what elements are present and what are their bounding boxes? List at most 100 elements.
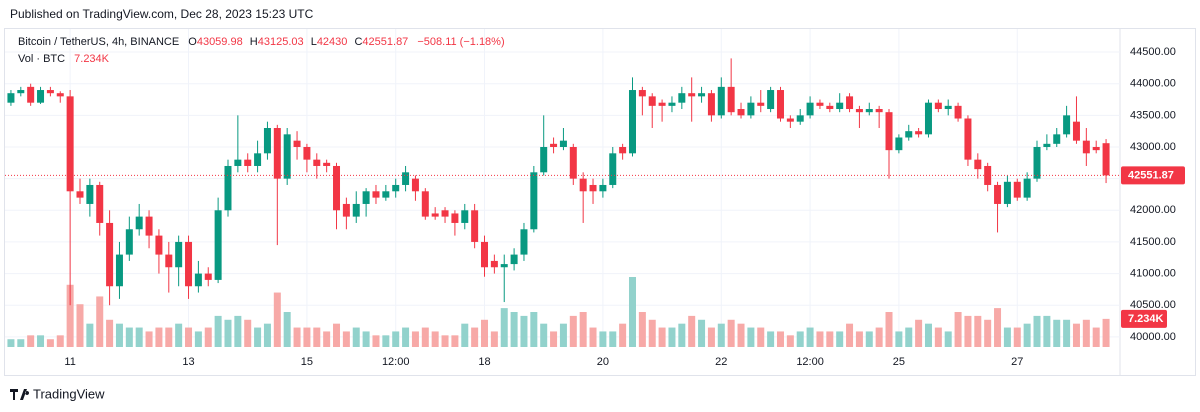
- volume-bar: [836, 331, 844, 347]
- volume-bar: [194, 331, 202, 347]
- candle-body: [668, 102, 676, 106]
- volume-bar: [155, 327, 163, 347]
- volume-bar: [1092, 327, 1100, 347]
- candle-body: [125, 229, 133, 255]
- candle-body: [333, 165, 341, 211]
- y-tick-label: 44000.00: [1130, 78, 1176, 90]
- volume-bar: [1033, 315, 1041, 347]
- candle-body: [698, 93, 706, 97]
- candle-body: [550, 143, 558, 147]
- volume-bar: [688, 315, 696, 347]
- volume-bar: [944, 331, 952, 347]
- volume-bar: [855, 331, 863, 347]
- volume-bar: [1082, 319, 1090, 347]
- candle-body: [1013, 181, 1021, 198]
- volume-bar: [500, 308, 508, 347]
- volume-bar: [342, 331, 350, 347]
- candle-body: [944, 105, 952, 110]
- candle-body: [214, 210, 222, 280]
- candle-body: [194, 273, 202, 287]
- candle-body: [510, 254, 518, 265]
- y-tick-label: 41000.00: [1130, 267, 1176, 279]
- candle-body: [964, 118, 972, 160]
- candle-body: [471, 210, 479, 242]
- candle-body: [688, 93, 696, 97]
- candle-body: [303, 146, 311, 160]
- high-value: 43125.03: [258, 36, 304, 48]
- volume-bar: [293, 327, 301, 347]
- candle-body: [974, 159, 982, 170]
- volume-bar: [1053, 319, 1061, 347]
- candle-body: [638, 90, 646, 97]
- candle-body: [56, 93, 64, 97]
- close-letter: C: [354, 36, 362, 48]
- candle-body: [352, 203, 360, 217]
- volume-bar: [1063, 319, 1071, 347]
- candle-body: [323, 162, 331, 166]
- volume-bar: [994, 308, 1002, 347]
- volume-bar: [17, 339, 25, 347]
- last-price-label: 42551.87: [1128, 169, 1174, 181]
- volume-bar: [638, 312, 646, 347]
- candle-body: [273, 128, 281, 179]
- volume-bar: [352, 327, 360, 347]
- volume-bar: [550, 331, 558, 347]
- volume-bar: [609, 331, 617, 347]
- volume-bar: [37, 335, 45, 347]
- brand-name: TradingView: [33, 386, 105, 401]
- volume-bar: [599, 331, 607, 347]
- candle-body: [115, 254, 123, 287]
- candle-body: [204, 273, 212, 280]
- candle-body: [609, 153, 617, 185]
- candle-body: [293, 140, 301, 147]
- volume-bar: [392, 331, 400, 347]
- y-tick-label: 40500.00: [1130, 299, 1176, 311]
- candle-body: [175, 241, 183, 268]
- volume-bar: [461, 323, 469, 347]
- candle-body: [372, 191, 380, 198]
- volume-bar: [905, 327, 913, 347]
- candle-body: [776, 90, 784, 119]
- volume-bar: [540, 323, 548, 347]
- candle-body: [678, 93, 686, 103]
- candle-body: [628, 90, 636, 154]
- volume-bar: [273, 292, 281, 347]
- candle-body: [836, 102, 844, 110]
- candle-body: [1003, 181, 1011, 204]
- volume-bar: [263, 323, 271, 347]
- volume-bar: [924, 323, 932, 347]
- volume-bar: [707, 327, 715, 347]
- candle-body: [86, 184, 94, 204]
- candle-body: [1072, 121, 1080, 141]
- y-tick-label: 42000.00: [1130, 204, 1176, 216]
- volume-bar: [658, 327, 666, 347]
- volume-bar: [984, 319, 992, 347]
- volume-bar: [165, 327, 173, 347]
- candle-body: [7, 93, 15, 103]
- plot: 40000.00 40500.00 41000.00 41500.00 42000.00…: [5, 29, 1185, 368]
- candle-body: [1043, 143, 1051, 147]
- candle-body: [1023, 178, 1031, 198]
- volume-bar: [648, 319, 656, 347]
- candle-body: [145, 216, 153, 236]
- volume-bar: [776, 331, 784, 347]
- candle-body: [885, 112, 893, 151]
- volume-bar: [678, 323, 686, 347]
- volume-bar: [244, 319, 252, 347]
- volume-layer: [7, 277, 1110, 347]
- volume-bar: [411, 331, 419, 347]
- candle-body: [155, 235, 163, 255]
- candle-body: [747, 102, 755, 116]
- volume-bar: [619, 323, 627, 347]
- x-tick-label: 15: [301, 356, 313, 368]
- candle-body: [1063, 115, 1071, 135]
- volume-bar: [66, 284, 74, 347]
- candle-body: [1082, 140, 1090, 154]
- volume-bar: [303, 327, 311, 347]
- candle-body: [96, 184, 104, 223]
- volume-bar: [579, 312, 587, 347]
- candle-body: [579, 178, 587, 192]
- candle-body: [244, 159, 252, 166]
- candle-body: [1102, 143, 1110, 176]
